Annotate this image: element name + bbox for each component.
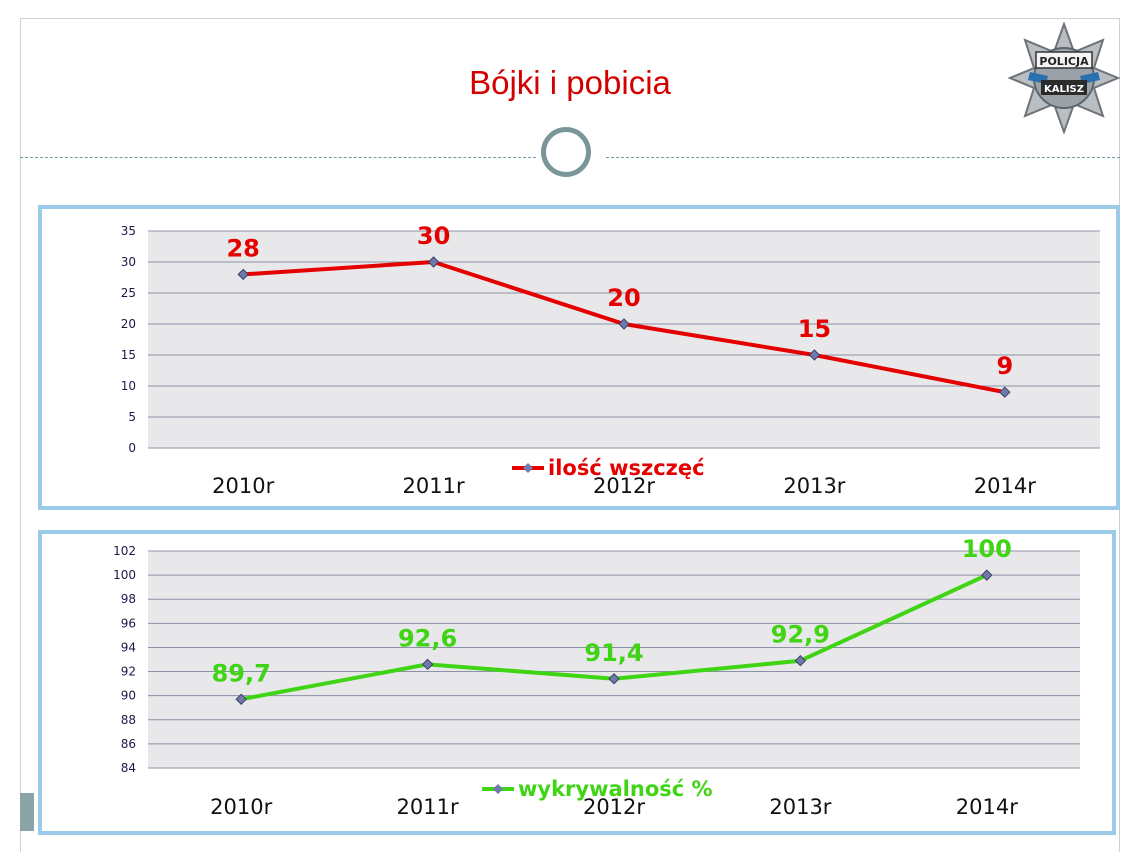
x-tick-label: 2010r bbox=[212, 474, 274, 498]
data-label: 9 bbox=[996, 352, 1013, 380]
police-star-badge-icon: POLICJA KALISZ bbox=[1008, 22, 1120, 134]
data-point bbox=[421, 658, 434, 671]
slide-side-tab bbox=[20, 793, 34, 831]
data-label: 15 bbox=[798, 315, 831, 343]
data-point bbox=[981, 569, 993, 581]
x-tick-label: 2010r bbox=[210, 795, 272, 819]
chart-panel-incidents: 0 5 10 15 20 25 30 35 2010r 2011r 2012r 2013r 2014r 2… bbox=[38, 205, 1120, 510]
data-label: 89,7 bbox=[212, 659, 271, 687]
y-tick-label: 35 bbox=[121, 224, 136, 238]
line-chart-detection: 84 86 88 90 92 94 96 98 100 102 2010r 2011r 2012r 201… bbox=[113, 535, 1080, 819]
y-tick-label: 94 bbox=[121, 640, 136, 654]
slide-title: Bójki i pobicia bbox=[469, 64, 671, 101]
y-tick-label: 96 bbox=[121, 616, 136, 630]
x-tick-label: 2013r bbox=[769, 795, 831, 819]
data-label: 100 bbox=[962, 535, 1012, 563]
line-chart-incidents: 0 5 10 15 20 25 30 35 2010r 2011r 2012r 2013r 2014r 2… bbox=[121, 222, 1100, 498]
legend-marker bbox=[523, 463, 533, 473]
y-tick-label: 25 bbox=[121, 286, 136, 300]
y-tick-label: 102 bbox=[113, 544, 136, 558]
y-tick-label: 86 bbox=[121, 737, 136, 751]
data-point bbox=[237, 268, 249, 281]
y-tick-label: 5 bbox=[128, 410, 136, 424]
y-tick-label: 20 bbox=[121, 317, 136, 331]
data-point bbox=[794, 654, 807, 667]
data-label: 30 bbox=[417, 222, 450, 250]
data-label: 91,4 bbox=[584, 639, 643, 667]
x-tick-label: 2011r bbox=[397, 795, 459, 819]
x-tick-label: 2012r bbox=[593, 474, 655, 498]
x-tick-label: 2013r bbox=[783, 474, 845, 498]
data-label: 92,9 bbox=[771, 621, 830, 649]
y-tick-label: 92 bbox=[121, 665, 136, 679]
badge-line2: KALISZ bbox=[1044, 84, 1084, 95]
y-tick-label: 15 bbox=[121, 348, 136, 362]
y-tick-label: 100 bbox=[113, 568, 136, 582]
data-label: 92,6 bbox=[398, 624, 457, 652]
divider-ring-icon bbox=[541, 127, 591, 177]
divider-line-right bbox=[606, 157, 1120, 158]
legend-marker bbox=[493, 784, 503, 794]
y-tick-label: 0 bbox=[128, 441, 136, 455]
chart-panel-detection: 84 86 88 90 92 94 96 98 100 102 2010r 2011r 2012r 201… bbox=[38, 530, 1116, 835]
y-tick-label: 10 bbox=[121, 379, 136, 393]
x-tick-label: 2014r bbox=[956, 795, 1018, 819]
data-point bbox=[999, 386, 1011, 398]
data-point bbox=[608, 673, 620, 685]
divider-line-left bbox=[20, 157, 536, 158]
y-tick-label: 90 bbox=[121, 689, 136, 703]
data-label: 20 bbox=[607, 284, 640, 312]
legend-label: wykrywalność % bbox=[518, 777, 713, 801]
x-tick-label: 2014r bbox=[974, 474, 1036, 498]
y-tick-label: 84 bbox=[121, 761, 136, 775]
x-tick-label: 2012r bbox=[583, 795, 645, 819]
y-tick-label: 98 bbox=[121, 592, 136, 606]
x-tick-label: 2011r bbox=[403, 474, 465, 498]
legend-label: ilość wszczęć bbox=[548, 456, 705, 480]
data-point bbox=[808, 349, 821, 361]
data-point bbox=[618, 318, 630, 330]
plot-area bbox=[148, 231, 1100, 448]
data-point bbox=[427, 256, 440, 268]
data-label: 28 bbox=[226, 234, 259, 262]
y-tick-label: 88 bbox=[121, 713, 136, 727]
y-tick-label: 30 bbox=[121, 255, 136, 269]
plot-area bbox=[148, 551, 1080, 768]
data-point bbox=[235, 693, 247, 705]
badge-line1: POLICJA bbox=[1039, 55, 1089, 68]
